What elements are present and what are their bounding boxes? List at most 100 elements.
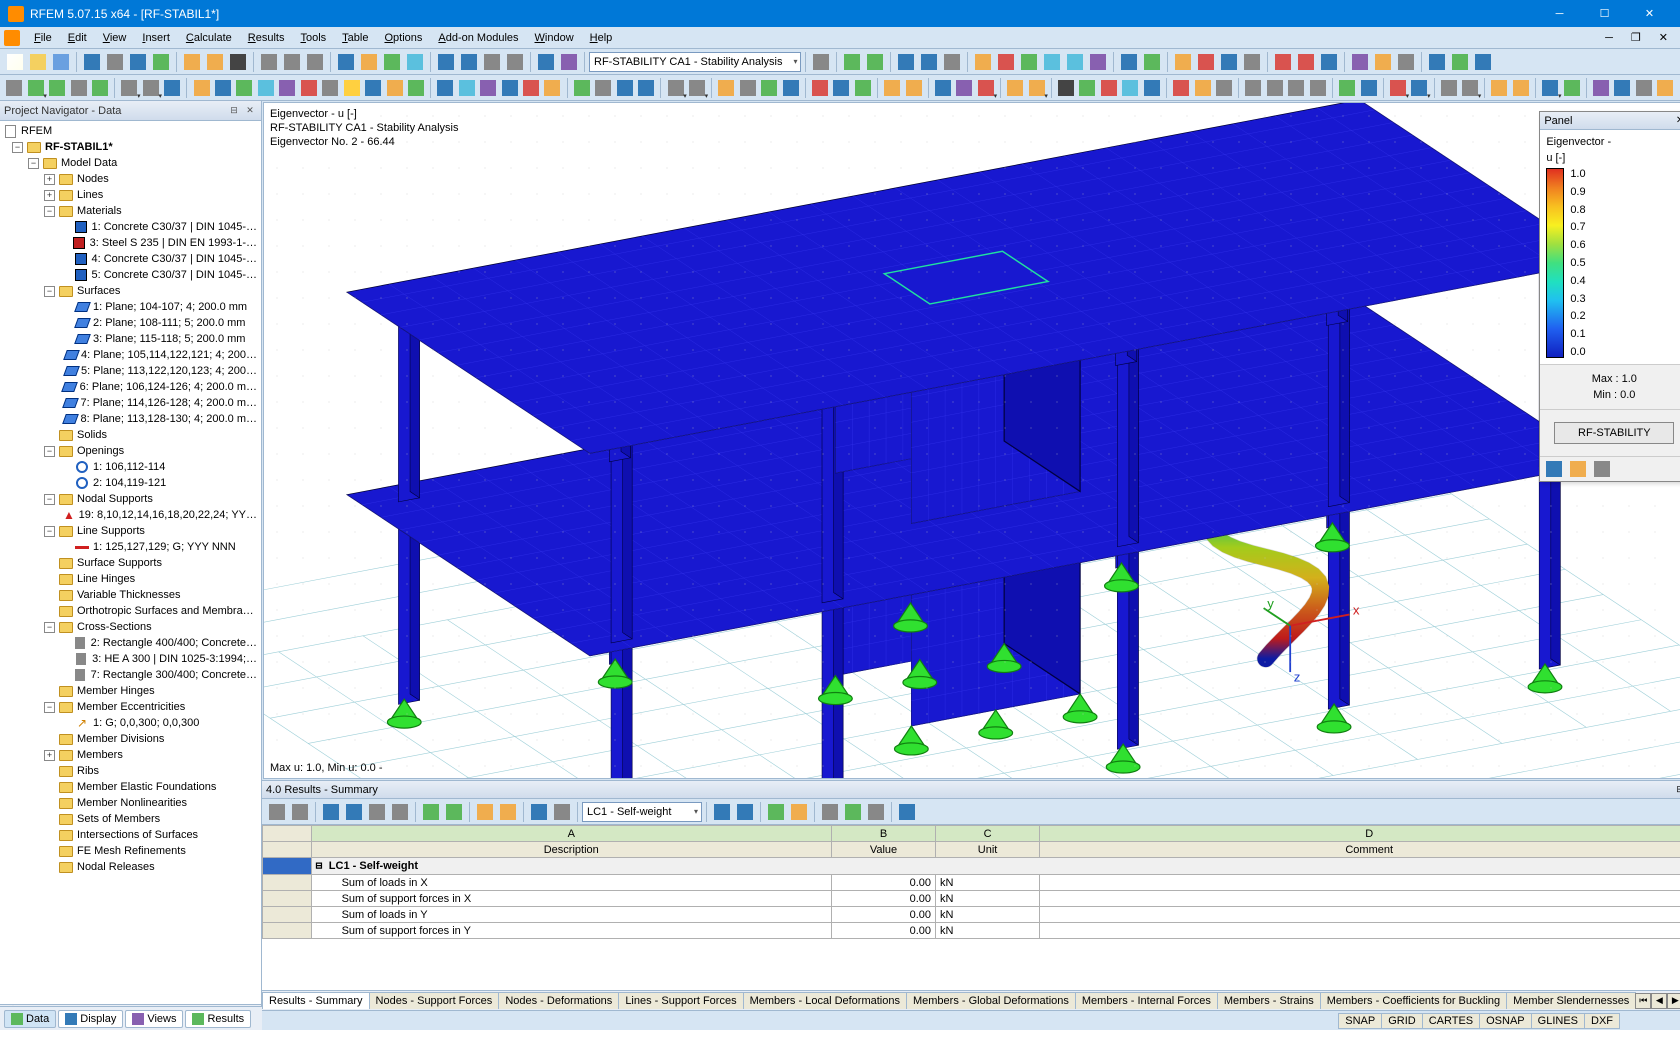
- toolbar-button[interactable]: [1056, 77, 1076, 99]
- toolbar-button[interactable]: [234, 77, 254, 99]
- results-tb-button[interactable]: [711, 801, 733, 823]
- mode-icon-3[interactable]: [1594, 461, 1610, 477]
- minimize-button[interactable]: ─: [1537, 0, 1582, 27]
- tree-node[interactable]: Member Elastic Foundations: [0, 779, 261, 795]
- results-tb-button[interactable]: [320, 801, 342, 823]
- tree-node[interactable]: Line Hinges: [0, 571, 261, 587]
- toolbar-button[interactable]: [954, 77, 974, 99]
- toolbar-button[interactable]: [1489, 77, 1509, 99]
- toolbar-button[interactable]: [831, 77, 851, 99]
- toolbar-button[interactable]: [299, 77, 319, 99]
- toolbar-button[interactable]: [384, 77, 404, 99]
- menu-insert[interactable]: Insert: [134, 30, 178, 46]
- mdi-close[interactable]: ✕: [1651, 29, 1676, 46]
- toolbar-button[interactable]: [1318, 51, 1340, 73]
- navigator-close-icon[interactable]: ✕: [243, 104, 257, 118]
- toolbar-combo[interactable]: RF-STABILITY CA1 - Stability Analysis: [589, 52, 801, 72]
- panel-mode-icons[interactable]: [1540, 456, 1680, 481]
- toolbar-button[interactable]: [1171, 77, 1191, 99]
- tree-node[interactable]: Nodal Releases: [0, 859, 261, 875]
- tree-node[interactable]: +Lines: [0, 187, 261, 203]
- menu-table[interactable]: Table: [334, 30, 376, 46]
- results-tb-button[interactable]: [788, 801, 810, 823]
- panel-close-icon[interactable]: ✕: [1676, 115, 1680, 126]
- toolbar-button[interactable]: [320, 77, 340, 99]
- toolbar-button[interactable]: [406, 77, 426, 99]
- menu-add-on-modules[interactable]: Add-on Modules: [430, 30, 526, 46]
- results-tab[interactable]: Nodes - Support Forces: [369, 992, 500, 1009]
- tree-node[interactable]: 4: Concrete C30/37 | DIN 1045-…: [0, 251, 261, 267]
- tree-node[interactable]: −Cross-Sections: [0, 619, 261, 635]
- toolbar-button[interactable]: [81, 51, 103, 73]
- toolbar-button[interactable]: [716, 77, 736, 99]
- results-tab[interactable]: Member Slendernesses: [1506, 992, 1636, 1009]
- toolbar-button[interactable]: [1087, 51, 1109, 73]
- 3d-viewport[interactable]: xyz Eigenvector - u [-] RF-STABILITY CA1…: [263, 102, 1680, 779]
- menu-calculate[interactable]: Calculate: [178, 30, 240, 46]
- tree-node[interactable]: 6: Plane; 106,124-126; 4; 200.0 m…: [0, 379, 261, 395]
- tree-node[interactable]: −Openings: [0, 443, 261, 459]
- results-tab[interactable]: Results - Summary: [262, 992, 370, 1009]
- toolbar-button[interactable]: [1241, 51, 1263, 73]
- toolbar-button[interactable]: [895, 51, 917, 73]
- tree-node[interactable]: −Model Data: [0, 155, 261, 171]
- toolbar-button[interactable]: ▾: [665, 77, 685, 99]
- toolbar-button[interactable]: ▾: [25, 77, 45, 99]
- toolbar-button[interactable]: ▾: [1026, 77, 1046, 99]
- toolbar-button[interactable]: [1426, 51, 1448, 73]
- nav-tab-results[interactable]: Results: [185, 1010, 251, 1028]
- color-panel[interactable]: Panel✕ Eigenvector - u [-] 1.00.90.80.70…: [1539, 111, 1680, 482]
- tree-node[interactable]: 1: Concrete C30/37 | DIN 1045-…: [0, 219, 261, 235]
- toolbar-button[interactable]: [1438, 77, 1458, 99]
- tree-node[interactable]: 3: Plane; 115-118; 5; 200.0 mm: [0, 331, 261, 347]
- tree-node[interactable]: 5: Plane; 113,122,120,123; 4; 200…: [0, 363, 261, 379]
- toolbar-button[interactable]: [381, 51, 403, 73]
- mode-icon-2[interactable]: [1570, 461, 1586, 477]
- tree-node[interactable]: 7: Plane; 114,126-128; 4; 200.0 m…: [0, 395, 261, 411]
- toolbar-button[interactable]: [918, 51, 940, 73]
- toolbar-button[interactable]: ▾: [1409, 77, 1429, 99]
- toolbar-button[interactable]: [1172, 51, 1194, 73]
- toolbar-button[interactable]: [499, 77, 519, 99]
- toolbar-button[interactable]: [104, 51, 126, 73]
- results-grid[interactable]: ABCD DescriptionValueUnitComment ⊟ LC1 -…: [262, 825, 1680, 939]
- toolbar-button[interactable]: [150, 51, 172, 73]
- results-tab[interactable]: Lines - Support Forces: [618, 992, 743, 1009]
- toolbar-button[interactable]: ▾: [976, 77, 996, 99]
- status-toggle-osnap[interactable]: OSNAP: [1479, 1013, 1532, 1029]
- tree-node[interactable]: 2: Plane; 108-111; 5; 200.0 mm: [0, 315, 261, 331]
- toolbar-button[interactable]: [258, 51, 280, 73]
- tree-node[interactable]: 7: Rectangle 300/400; Concrete…: [0, 667, 261, 683]
- nav-tab-display[interactable]: Display: [58, 1010, 123, 1028]
- tree-node[interactable]: −Nodal Supports: [0, 491, 261, 507]
- toolbar-button[interactable]: [458, 51, 480, 73]
- toolbar-button[interactable]: [213, 77, 233, 99]
- tree-node[interactable]: +Nodes: [0, 171, 261, 187]
- tree-node[interactable]: 2: Rectangle 400/400; Concrete…: [0, 635, 261, 651]
- tree-node[interactable]: Solids: [0, 427, 261, 443]
- tree-node[interactable]: 2: 104,119-121: [0, 475, 261, 491]
- toolbar-button[interactable]: [191, 77, 211, 99]
- navigator-bottom-tabs[interactable]: DataDisplayViewsResults: [0, 1006, 262, 1030]
- menu-edit[interactable]: Edit: [60, 30, 95, 46]
- tree-node[interactable]: ▲19: 8,10,12,14,16,18,20,22,24; YY…: [0, 507, 261, 523]
- toolbar-button[interactable]: [504, 51, 526, 73]
- results-tb-button[interactable]: [734, 801, 756, 823]
- status-toggle-snap[interactable]: SNAP: [1338, 1013, 1382, 1029]
- results-tab[interactable]: Members - Coefficients for Buckling: [1320, 992, 1507, 1009]
- tree-node[interactable]: Member Nonlinearities: [0, 795, 261, 811]
- toolbar-button[interactable]: [256, 77, 276, 99]
- tab-nav[interactable]: ⏮: [1635, 993, 1651, 1009]
- toolbar-button[interactable]: [1018, 51, 1040, 73]
- tree-node[interactable]: 3: HE A 300 | DIN 1025-3:1994;…: [0, 651, 261, 667]
- tree-node[interactable]: 1: 106,112-114: [0, 459, 261, 475]
- toolbar-button[interactable]: [810, 51, 832, 73]
- menu-options[interactable]: Options: [376, 30, 430, 46]
- toolbar-button[interactable]: [27, 51, 49, 73]
- toolbar-button[interactable]: [941, 51, 963, 73]
- results-tb-button[interactable]: [896, 801, 918, 823]
- toolbar-button[interactable]: [1634, 77, 1654, 99]
- results-tb-button[interactable]: [497, 801, 519, 823]
- nav-tab-data[interactable]: Data: [4, 1010, 56, 1028]
- results-tb-button[interactable]: [865, 801, 887, 823]
